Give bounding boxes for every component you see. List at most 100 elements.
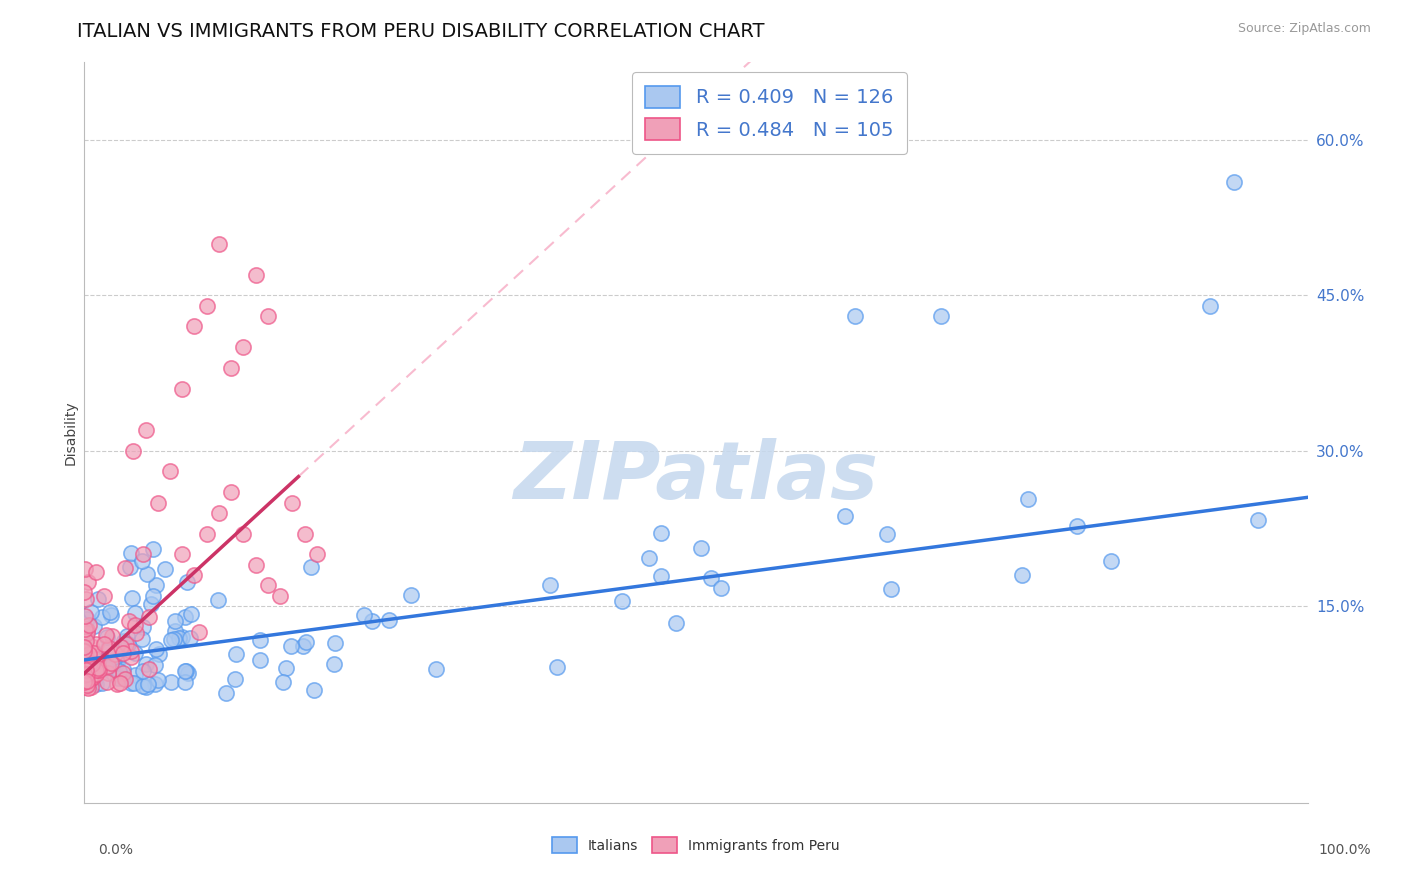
Point (73, 622, 96, 636)
Point (76, 681, 98, 696)
Point (399, 588, 422, 602)
Point (176, 664, 198, 678)
Point (225, 648, 247, 662)
Point (120, 560, 142, 574)
Point (84, 672, 107, 686)
Point (101, 657, 124, 671)
Point (136, 677, 159, 691)
Point (87, 661, 110, 675)
Point (131, 547, 153, 561)
Point (148, 673, 170, 688)
Point (91, 610, 114, 624)
Point (100, 657, 122, 671)
Point (96, 675, 118, 690)
Point (83, 667, 105, 681)
Point (108, 664, 131, 678)
Y-axis label: Disability: Disability (63, 401, 77, 465)
Point (538, 578, 561, 592)
Point (84, 646, 107, 660)
Point (124, 668, 146, 682)
Point (79, 657, 101, 671)
Point (112, 633, 135, 648)
Legend: Italians, Immigrants from Peru: Italians, Immigrants from Peru (547, 831, 845, 859)
Point (132, 664, 155, 678)
Point (83, 619, 105, 633)
Point (114, 560, 136, 574)
Point (76, 574, 98, 589)
Point (83, 657, 105, 671)
Point (142, 542, 165, 557)
Point (124, 646, 146, 660)
Point (195, 299, 218, 313)
Point (80, 671, 103, 685)
Point (281, 495, 304, 509)
Point (302, 683, 325, 698)
Point (132, 679, 155, 693)
Point (120, 546, 142, 560)
Point (73, 672, 96, 686)
Point (132, 619, 155, 633)
Point (121, 591, 143, 605)
Point (160, 674, 183, 689)
Point (425, 662, 447, 676)
Point (159, 465, 181, 479)
Point (76, 667, 98, 681)
Point (224, 672, 246, 686)
Point (75, 645, 97, 659)
Point (245, 558, 267, 572)
Point (107, 651, 129, 665)
Point (115, 629, 138, 643)
Text: ZIPatlas: ZIPatlas (513, 438, 879, 516)
Point (124, 617, 146, 632)
Point (195, 526, 218, 541)
Point (77, 670, 100, 684)
Point (219, 360, 242, 375)
Point (73, 640, 96, 654)
Point (73, 562, 96, 576)
Point (77, 618, 100, 632)
Point (77, 657, 100, 671)
Point (1017, 491, 1039, 506)
Point (76, 664, 98, 678)
Point (118, 614, 141, 628)
Point (73, 644, 96, 658)
Point (173, 665, 195, 679)
Point (295, 635, 318, 649)
Point (257, 578, 280, 592)
Point (75, 662, 97, 676)
Point (167, 631, 190, 645)
Point (100, 608, 122, 623)
Point (172, 382, 194, 396)
Point (177, 666, 200, 681)
Point (79, 672, 101, 686)
Point (76, 623, 98, 637)
Text: ITALIAN VS IMMIGRANTS FROM PERU DISABILITY CORRELATION CHART: ITALIAN VS IMMIGRANTS FROM PERU DISABILI… (77, 22, 765, 41)
Point (73, 668, 96, 682)
Point (665, 616, 688, 631)
Point (87, 655, 110, 669)
Point (208, 236, 231, 251)
Point (145, 578, 167, 592)
Point (104, 657, 127, 672)
Point (700, 571, 723, 585)
Point (104, 647, 127, 661)
Point (143, 658, 166, 673)
Point (87, 592, 110, 607)
Point (179, 631, 201, 645)
Point (135, 657, 157, 671)
Point (172, 547, 194, 561)
Point (880, 582, 903, 597)
Point (322, 657, 344, 672)
Point (75, 665, 97, 679)
Point (232, 526, 254, 541)
Point (876, 527, 898, 541)
Point (73, 680, 96, 694)
Point (87, 663, 110, 677)
Point (110, 640, 132, 655)
Point (131, 554, 153, 568)
Point (292, 639, 315, 653)
Point (75, 629, 97, 643)
Point (378, 613, 401, 627)
Point (245, 268, 267, 282)
Point (75, 679, 97, 693)
